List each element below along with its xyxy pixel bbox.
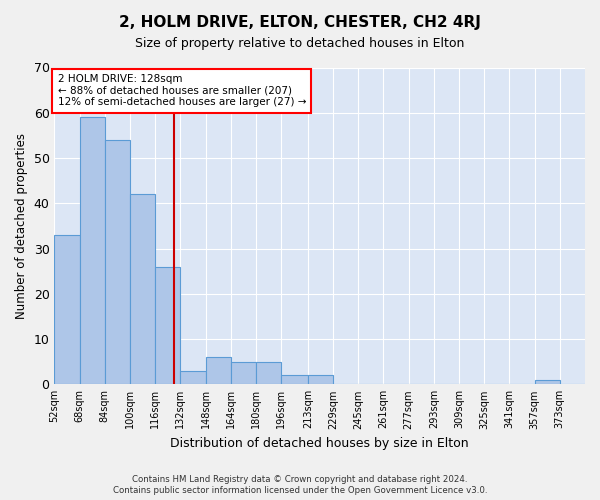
Bar [256, 362, 281, 384]
X-axis label: Distribution of detached houses by size in Elton: Distribution of detached houses by size … [170, 437, 469, 450]
Bar [231, 362, 256, 384]
Bar [155, 266, 181, 384]
Bar [281, 376, 308, 384]
Bar [55, 235, 80, 384]
Text: Contains HM Land Registry data © Crown copyright and database right 2024.: Contains HM Land Registry data © Crown c… [132, 475, 468, 484]
Bar [130, 194, 155, 384]
Bar [308, 376, 333, 384]
Text: 2, HOLM DRIVE, ELTON, CHESTER, CH2 4RJ: 2, HOLM DRIVE, ELTON, CHESTER, CH2 4RJ [119, 15, 481, 30]
Bar [206, 357, 231, 384]
Text: Contains public sector information licensed under the Open Government Licence v3: Contains public sector information licen… [113, 486, 487, 495]
Y-axis label: Number of detached properties: Number of detached properties [15, 133, 28, 319]
Bar [181, 370, 206, 384]
Bar [535, 380, 560, 384]
Text: Size of property relative to detached houses in Elton: Size of property relative to detached ho… [136, 38, 464, 51]
Text: 2 HOLM DRIVE: 128sqm
← 88% of detached houses are smaller (207)
12% of semi-deta: 2 HOLM DRIVE: 128sqm ← 88% of detached h… [58, 74, 306, 108]
Bar [105, 140, 130, 384]
Bar [80, 118, 105, 384]
